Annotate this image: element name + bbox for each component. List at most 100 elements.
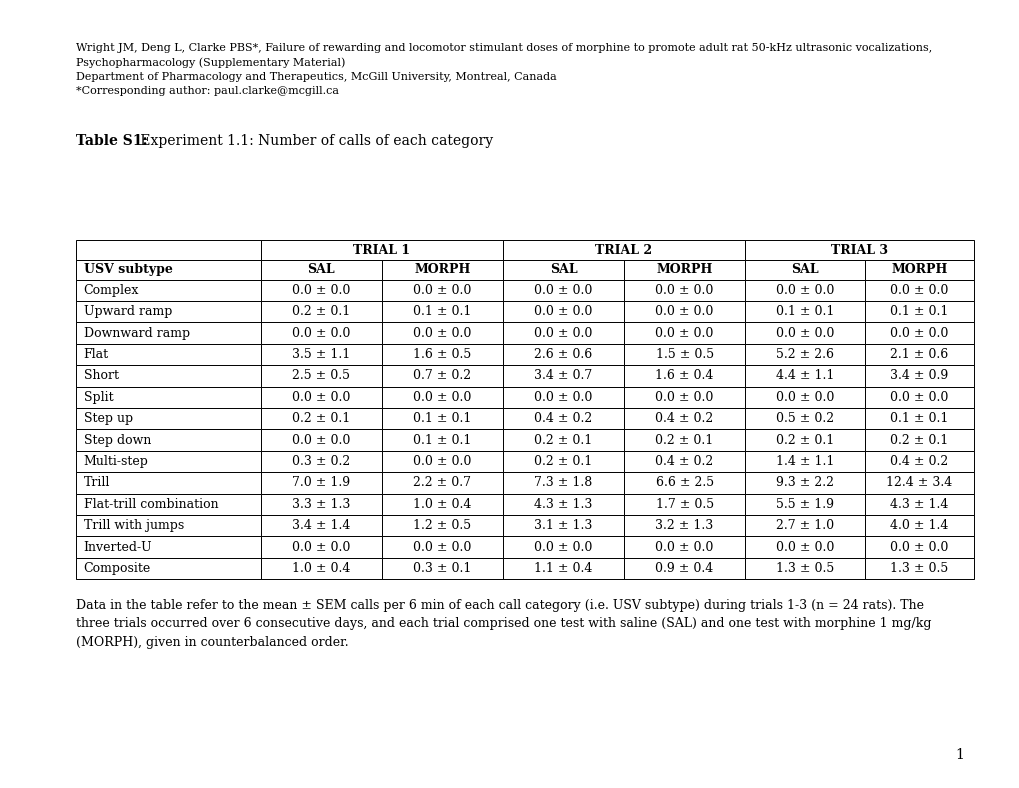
Bar	[381, 301, 502, 322]
Bar	[864, 301, 973, 322]
Bar	[864, 387, 973, 408]
Text: SAL: SAL	[549, 263, 577, 277]
Text: 4.4 ± 1.1: 4.4 ± 1.1	[775, 370, 834, 382]
Bar	[502, 429, 624, 451]
Bar	[260, 344, 381, 365]
Text: Trill with jumps: Trill with jumps	[84, 519, 183, 532]
Text: Department of Pharmacology and Therapeutics, McGill University, Montreal, Canada: Department of Pharmacology and Therapeut…	[76, 72, 556, 82]
Text: 0.2 ± 0.1: 0.2 ± 0.1	[291, 305, 350, 318]
Bar	[260, 537, 381, 558]
Bar	[624, 344, 745, 365]
Text: 2.7 ± 1.0: 2.7 ± 1.0	[775, 519, 834, 532]
Bar	[745, 408, 864, 429]
Text: Downward ramp: Downward ramp	[84, 327, 190, 340]
Bar	[864, 408, 973, 429]
Text: 0.0 ± 0.0: 0.0 ± 0.0	[413, 284, 471, 297]
Bar	[502, 260, 624, 280]
Text: 1: 1	[954, 748, 963, 762]
Text: 0.0 ± 0.0: 0.0 ± 0.0	[534, 284, 592, 297]
Text: Short: Short	[84, 370, 118, 382]
Bar	[76, 240, 260, 260]
Text: MORPH: MORPH	[656, 263, 712, 277]
Text: 1.4 ± 1.1: 1.4 ± 1.1	[775, 455, 834, 468]
Bar	[624, 301, 745, 322]
Text: Wright JM, Deng L, Clarke PBS*, Failure of rewarding and locomotor stimulant dos: Wright JM, Deng L, Clarke PBS*, Failure …	[76, 43, 931, 54]
Bar	[381, 429, 502, 451]
Bar	[745, 493, 864, 515]
Text: 4.0 ± 1.4: 4.0 ± 1.4	[890, 519, 948, 532]
Text: 0.2 ± 0.1: 0.2 ± 0.1	[775, 433, 834, 447]
Bar	[381, 558, 502, 579]
Text: 1.3 ± 0.5: 1.3 ± 0.5	[890, 562, 948, 575]
Bar	[502, 365, 624, 387]
Bar	[260, 322, 381, 344]
Bar	[624, 408, 745, 429]
Bar	[260, 301, 381, 322]
Bar	[624, 451, 745, 472]
Bar	[260, 429, 381, 451]
Text: 0.0 ± 0.0: 0.0 ± 0.0	[775, 541, 834, 554]
Text: Multi-step: Multi-step	[84, 455, 149, 468]
Text: 0.2 ± 0.1: 0.2 ± 0.1	[890, 433, 948, 447]
Text: 0.0 ± 0.0: 0.0 ± 0.0	[655, 541, 713, 554]
Bar	[260, 493, 381, 515]
Bar	[624, 365, 745, 387]
Bar	[76, 429, 260, 451]
Bar	[624, 322, 745, 344]
Text: Trill: Trill	[84, 477, 110, 489]
Bar	[864, 451, 973, 472]
Text: 7.0 ± 1.9: 7.0 ± 1.9	[291, 477, 350, 489]
Text: 1.0 ± 0.4: 1.0 ± 0.4	[413, 498, 471, 511]
Bar	[502, 240, 745, 260]
Bar	[76, 451, 260, 472]
Text: 1.6 ± 0.5: 1.6 ± 0.5	[413, 348, 471, 361]
Text: 0.3 ± 0.2: 0.3 ± 0.2	[291, 455, 350, 468]
Text: 0.1 ± 0.1: 0.1 ± 0.1	[413, 433, 471, 447]
Bar	[260, 515, 381, 537]
Text: 0.0 ± 0.0: 0.0 ± 0.0	[775, 284, 834, 297]
Text: Table S1:: Table S1:	[76, 134, 148, 148]
Text: *Corresponding author: paul.clarke@mcgill.ca: *Corresponding author: paul.clarke@mcgil…	[76, 86, 339, 96]
Bar	[502, 472, 624, 493]
Bar	[76, 387, 260, 408]
Text: 0.0 ± 0.0: 0.0 ± 0.0	[890, 327, 948, 340]
Bar	[502, 408, 624, 429]
Text: 0.0 ± 0.0: 0.0 ± 0.0	[775, 391, 834, 403]
Text: 0.0 ± 0.0: 0.0 ± 0.0	[291, 284, 350, 297]
Bar	[76, 365, 260, 387]
Text: 0.0 ± 0.0: 0.0 ± 0.0	[655, 391, 713, 403]
Bar	[260, 558, 381, 579]
Bar	[864, 558, 973, 579]
Text: 0.0 ± 0.0: 0.0 ± 0.0	[413, 541, 471, 554]
Text: 12.4 ± 3.4: 12.4 ± 3.4	[886, 477, 952, 489]
Bar	[745, 301, 864, 322]
Bar	[864, 472, 973, 493]
Text: 7.3 ± 1.8: 7.3 ± 1.8	[534, 477, 592, 489]
Text: 0.9 ± 0.4: 0.9 ± 0.4	[655, 562, 713, 575]
Text: 0.0 ± 0.0: 0.0 ± 0.0	[534, 541, 592, 554]
Text: 1.3 ± 0.5: 1.3 ± 0.5	[775, 562, 834, 575]
Text: Experiment 1.1: Number of calls of each category: Experiment 1.1: Number of calls of each …	[136, 134, 492, 148]
Text: 2.6 ± 0.6: 2.6 ± 0.6	[534, 348, 592, 361]
Text: 0.0 ± 0.0: 0.0 ± 0.0	[291, 391, 350, 403]
Bar	[864, 537, 973, 558]
Bar	[260, 365, 381, 387]
Bar	[381, 344, 502, 365]
Bar	[624, 472, 745, 493]
Bar	[502, 322, 624, 344]
Text: 0.2 ± 0.1: 0.2 ± 0.1	[534, 455, 592, 468]
Bar	[864, 322, 973, 344]
Text: 3.3 ± 1.3: 3.3 ± 1.3	[291, 498, 350, 511]
Text: 3.4 ± 1.4: 3.4 ± 1.4	[291, 519, 350, 532]
Text: SAL: SAL	[791, 263, 818, 277]
Bar	[745, 558, 864, 579]
Text: SAL: SAL	[307, 263, 334, 277]
Bar	[745, 429, 864, 451]
Bar	[745, 451, 864, 472]
Text: 0.1 ± 0.1: 0.1 ± 0.1	[413, 305, 471, 318]
Text: 3.5 ± 1.1: 3.5 ± 1.1	[291, 348, 350, 361]
Bar	[502, 301, 624, 322]
Bar	[624, 387, 745, 408]
Text: TRIAL 3: TRIAL 3	[830, 243, 888, 257]
Text: 5.2 ± 2.6: 5.2 ± 2.6	[775, 348, 834, 361]
